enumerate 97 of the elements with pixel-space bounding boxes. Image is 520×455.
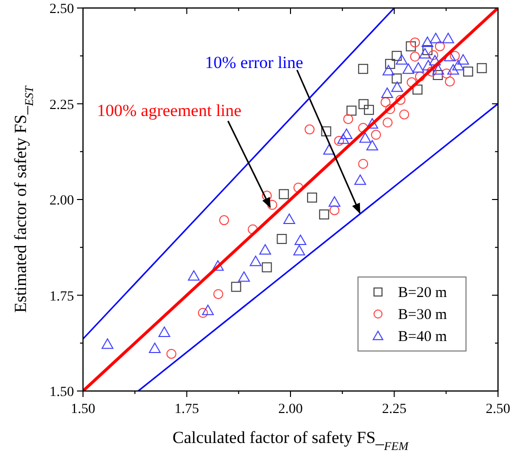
x-tick-label: 1.75 <box>174 402 199 417</box>
point <box>457 54 470 65</box>
point <box>476 63 487 74</box>
point <box>343 114 354 124</box>
point <box>392 73 402 84</box>
point <box>402 63 414 74</box>
point <box>102 338 114 349</box>
x-tick-label: 1.50 <box>70 402 96 417</box>
point <box>212 260 224 271</box>
point <box>148 342 161 354</box>
point <box>166 348 176 359</box>
point <box>359 132 372 143</box>
point <box>276 234 287 244</box>
y-tick-label: 2.50 <box>50 2 74 17</box>
point <box>231 282 242 292</box>
point <box>267 200 278 210</box>
point <box>202 304 214 316</box>
point <box>219 215 230 226</box>
point <box>198 308 208 318</box>
point <box>366 118 378 129</box>
point <box>278 189 289 200</box>
point <box>428 50 438 60</box>
point <box>429 54 441 66</box>
x-tick-label: 2.50 <box>486 402 510 417</box>
point <box>319 209 330 220</box>
point <box>293 244 306 256</box>
point <box>158 326 170 337</box>
y-tick-label: 2.25 <box>50 98 74 113</box>
point <box>304 124 315 134</box>
point <box>422 60 434 70</box>
x-axis-title: Calculated factor of safety FS_$_{FEM}$ <box>172 428 410 453</box>
point <box>382 64 394 76</box>
point <box>370 130 381 140</box>
point <box>410 52 420 62</box>
annotation: 10% error line <box>205 53 304 72</box>
point <box>392 50 402 61</box>
point <box>422 45 432 56</box>
point <box>414 72 425 82</box>
point <box>442 32 454 44</box>
point <box>340 128 352 139</box>
point <box>380 97 391 108</box>
point <box>323 144 335 155</box>
y-tick-label: 1.75 <box>50 289 74 304</box>
point <box>434 41 445 52</box>
point <box>406 41 416 52</box>
point <box>328 196 340 207</box>
legend-label: B=20 m <box>398 285 448 301</box>
point <box>399 109 410 120</box>
point <box>381 88 394 98</box>
point <box>283 214 296 224</box>
point <box>364 104 374 115</box>
annotation: 100% agreement line <box>97 101 242 120</box>
point <box>463 66 474 77</box>
point <box>259 244 272 255</box>
point <box>410 37 420 48</box>
point <box>238 271 250 282</box>
point <box>450 50 460 61</box>
point <box>382 118 393 128</box>
point <box>426 66 437 77</box>
point <box>422 36 434 48</box>
point <box>430 32 442 44</box>
point <box>213 289 224 300</box>
legend-label: B=40 m <box>398 329 448 345</box>
point <box>444 76 455 87</box>
y-tick-label: 1.50 <box>50 385 74 400</box>
point <box>354 174 366 185</box>
point <box>307 192 318 203</box>
point <box>442 68 452 78</box>
point <box>396 54 408 65</box>
x-tick-label: 2.00 <box>278 402 303 417</box>
y-tick-label: 2.00 <box>50 194 74 208</box>
point <box>321 126 332 136</box>
point <box>452 60 464 70</box>
point <box>250 256 262 266</box>
point <box>432 70 443 80</box>
point <box>337 133 350 144</box>
point <box>294 234 306 246</box>
legend-label: B=30 m <box>398 307 448 323</box>
point <box>346 106 357 116</box>
point <box>432 64 444 75</box>
point <box>334 136 344 146</box>
point <box>358 64 368 74</box>
point <box>366 140 378 150</box>
point <box>419 48 431 59</box>
point <box>385 58 396 69</box>
point <box>358 158 368 169</box>
point <box>391 81 404 92</box>
point <box>358 99 369 110</box>
point <box>262 262 272 272</box>
point <box>262 190 272 201</box>
point <box>385 104 396 114</box>
point <box>329 205 340 216</box>
point <box>188 270 200 281</box>
point <box>395 94 406 105</box>
point <box>412 62 424 73</box>
x-tick-label: 2.25 <box>382 402 406 417</box>
point <box>447 64 460 75</box>
